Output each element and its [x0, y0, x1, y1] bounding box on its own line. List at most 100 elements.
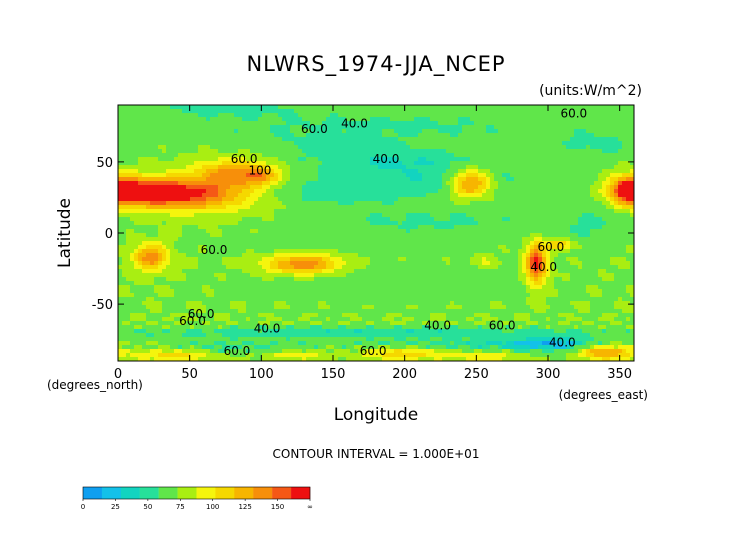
heatmap-cell [138, 229, 143, 234]
heatmap-cell [158, 221, 163, 226]
heatmap-cell [166, 105, 171, 110]
heatmap-cell [414, 173, 419, 178]
heatmap-cell [154, 241, 159, 246]
heatmap-cell [342, 241, 347, 246]
heatmap-cell [186, 153, 191, 158]
heatmap-cell [182, 153, 187, 158]
heatmap-cell [282, 265, 287, 270]
heatmap-cell [378, 213, 383, 218]
heatmap-cell [230, 297, 235, 302]
heatmap-cell [358, 149, 363, 154]
heatmap-cell [402, 137, 407, 142]
heatmap-cell [394, 193, 399, 198]
heatmap-cell [222, 293, 227, 298]
heatmap-cell [290, 289, 295, 294]
heatmap-cell [274, 181, 279, 186]
heatmap-cell [418, 217, 423, 222]
heatmap-cell [118, 149, 123, 154]
heatmap-cell [122, 341, 127, 346]
heatmap-cell [326, 133, 331, 138]
heatmap-cell [426, 329, 431, 334]
heatmap-cell [214, 125, 219, 130]
heatmap-cell [158, 185, 163, 190]
heatmap-cell [354, 277, 359, 282]
heatmap-cell [166, 317, 171, 322]
heatmap-cell [242, 197, 247, 202]
heatmap-cell [250, 169, 255, 174]
heatmap-cell [334, 105, 339, 110]
heatmap-cell [314, 313, 319, 318]
heatmap-cell [226, 253, 231, 258]
heatmap-cell [190, 253, 195, 258]
heatmap-cell [362, 141, 367, 146]
heatmap-cell [146, 157, 151, 162]
heatmap-cell [246, 145, 251, 150]
heatmap-cell [402, 205, 407, 210]
heatmap-cell [370, 181, 375, 186]
heatmap-cell [410, 325, 415, 330]
heatmap-cell [278, 349, 283, 354]
heatmap-cell [238, 341, 243, 346]
heatmap-cell [322, 237, 327, 242]
heatmap-cell [242, 293, 247, 298]
heatmap-cell [338, 173, 343, 178]
heatmap-cell [346, 149, 351, 154]
heatmap-cell [238, 149, 243, 154]
heatmap-cell [390, 257, 395, 262]
heatmap-cell [362, 145, 367, 150]
heatmap-cell [234, 225, 239, 230]
heatmap-cell [318, 121, 323, 126]
heatmap-cell [190, 153, 195, 158]
heatmap-cell [142, 293, 147, 298]
heatmap-cell [190, 173, 195, 178]
heatmap-cell [262, 225, 267, 230]
heatmap-cell [258, 205, 263, 210]
heatmap-cell [242, 137, 247, 142]
heatmap-cell [346, 313, 351, 318]
heatmap-cell [362, 257, 367, 262]
heatmap-cell [378, 197, 383, 202]
heatmap-cell [270, 185, 275, 190]
heatmap-cell [254, 197, 259, 202]
heatmap-cell [134, 129, 139, 134]
heatmap-cell [258, 357, 263, 362]
heatmap-cell [426, 169, 431, 174]
heatmap-cell [166, 213, 171, 218]
heatmap-cell [142, 117, 147, 122]
heatmap-cell [386, 337, 391, 342]
heatmap-cell [206, 261, 211, 266]
heatmap-cell [218, 277, 223, 282]
heatmap-cell [322, 205, 327, 210]
heatmap-cell [246, 221, 251, 226]
heatmap-cell [382, 253, 387, 258]
heatmap-cell [254, 325, 259, 330]
heatmap-cell [170, 121, 175, 126]
heatmap-cell [182, 309, 187, 314]
heatmap-cell [134, 277, 139, 282]
heatmap-cell [130, 285, 135, 290]
heatmap-cell [374, 113, 379, 118]
heatmap-cell [118, 189, 123, 194]
heatmap-cell [218, 169, 223, 174]
heatmap-cell [150, 197, 155, 202]
heatmap-cell [426, 201, 431, 206]
chart-title: NLWRS_1974-JJA_NCEP [246, 52, 505, 77]
heatmap-cell [378, 189, 383, 194]
heatmap-cell [210, 289, 215, 294]
heatmap-cell [174, 253, 179, 258]
heatmap-cell [154, 157, 159, 162]
heatmap-cell [186, 177, 191, 182]
heatmap-cell [342, 125, 347, 130]
heatmap-cell [358, 345, 363, 350]
heatmap-cell [242, 281, 247, 286]
heatmap-cell [250, 269, 255, 274]
heatmap-cell [290, 261, 295, 266]
heatmap-cell [238, 309, 243, 314]
heatmap-cell [238, 165, 243, 170]
heatmap-cell [258, 105, 263, 110]
heatmap-cell [394, 345, 399, 350]
heatmap-cell [386, 125, 391, 130]
heatmap-cell [130, 345, 135, 350]
heatmap-cell [394, 249, 399, 254]
heatmap-cell [262, 197, 267, 202]
